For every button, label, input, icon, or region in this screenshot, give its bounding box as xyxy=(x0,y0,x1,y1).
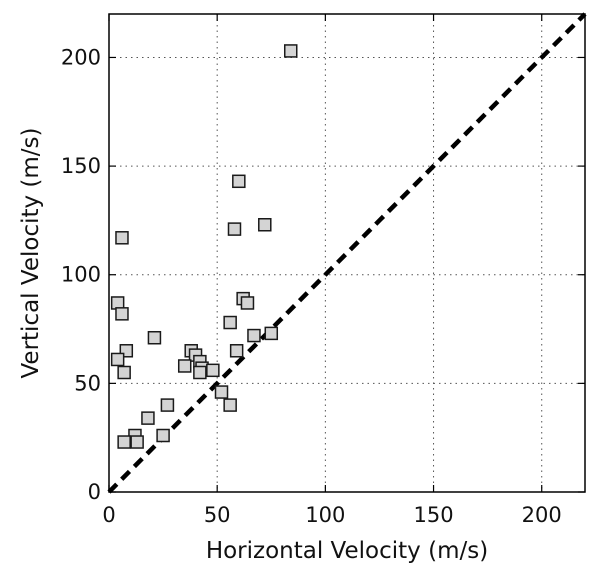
data-point xyxy=(206,363,220,378)
x-axis-label: Horizontal Velocity (m/s) xyxy=(206,538,488,564)
data-point xyxy=(232,174,246,189)
data-point xyxy=(240,296,255,310)
x-tick-label: 150 xyxy=(413,503,453,527)
data-point xyxy=(264,326,279,341)
y-tick-label: 0 xyxy=(88,480,101,504)
y-tick-label: 100 xyxy=(61,263,101,287)
data-point xyxy=(117,435,131,449)
data-point xyxy=(115,231,129,245)
data-point xyxy=(156,428,170,443)
x-tick-label: 0 xyxy=(102,503,115,527)
x-tick-label: 100 xyxy=(305,503,345,527)
data-point xyxy=(214,385,229,399)
data-points xyxy=(110,44,298,449)
y-tick-label: 150 xyxy=(61,154,101,178)
x-tick-label: 50 xyxy=(204,503,231,527)
data-point xyxy=(283,44,298,58)
data-point xyxy=(193,365,207,380)
data-point xyxy=(247,328,261,343)
data-point xyxy=(115,307,129,321)
data-point xyxy=(160,398,175,412)
data-point xyxy=(117,365,131,380)
y-tick-label: 200 xyxy=(61,45,101,69)
data-point xyxy=(110,352,125,367)
y-tick-label: 50 xyxy=(74,371,101,395)
x-tick-labels: 0 50 100 150 200 xyxy=(102,503,561,527)
x-tick-label: 200 xyxy=(522,503,562,527)
data-point xyxy=(141,411,155,425)
y-tick-labels: 0 50 100 150 200 xyxy=(61,45,101,504)
data-point xyxy=(223,398,237,412)
data-point xyxy=(177,359,192,373)
data-point xyxy=(130,435,144,449)
y-axis-label: Vertical Velocity (m/s) xyxy=(18,127,44,378)
data-point xyxy=(147,330,162,345)
data-point xyxy=(223,315,237,330)
data-point xyxy=(227,222,242,236)
data-point xyxy=(258,218,272,232)
identity-reference-line xyxy=(107,12,587,494)
axis-ticks xyxy=(108,14,585,493)
data-point xyxy=(229,344,244,358)
plot-frame xyxy=(108,13,586,493)
grid-lines xyxy=(109,14,585,492)
